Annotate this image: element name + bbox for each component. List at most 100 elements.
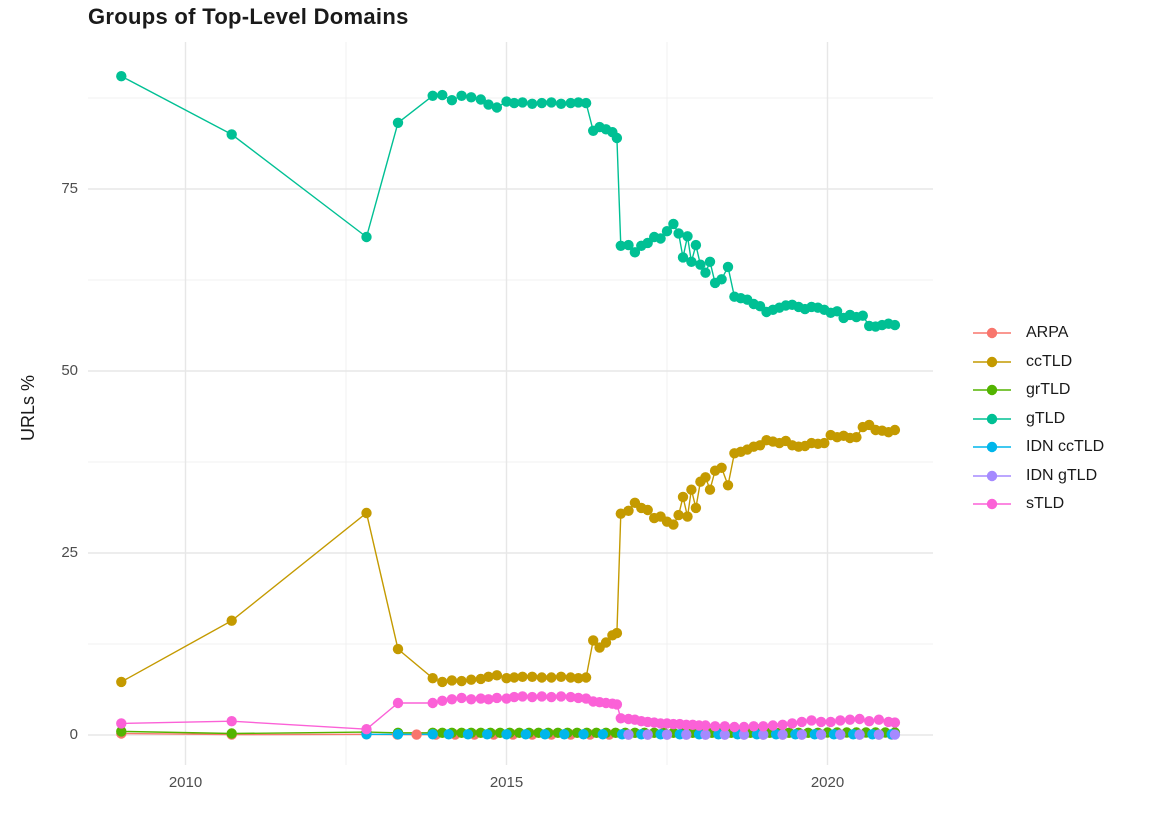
data-point	[722, 261, 734, 273]
data-point	[427, 697, 438, 709]
data-point	[361, 507, 372, 519]
data-point	[501, 729, 512, 740]
data-point	[573, 692, 584, 704]
data-point	[226, 716, 237, 727]
data-point	[427, 673, 438, 684]
data-point	[437, 89, 448, 101]
data-point	[527, 691, 538, 703]
data-point	[520, 729, 531, 740]
data-point	[456, 675, 467, 687]
data-point	[854, 729, 865, 740]
data-point	[681, 729, 692, 740]
data-point	[491, 692, 503, 704]
data-point	[690, 502, 702, 514]
data-point	[483, 99, 494, 110]
legend-key-point	[986, 356, 998, 367]
data-point	[767, 720, 779, 731]
data-point	[623, 239, 634, 251]
data-point	[527, 671, 538, 682]
legend-item-label: IDN ccTLD	[1026, 438, 1105, 456]
data-point	[580, 672, 592, 683]
data-point	[682, 231, 693, 242]
data-point	[686, 256, 697, 267]
data-point	[427, 729, 438, 740]
x-tick-label: 2010	[168, 774, 203, 791]
data-point	[501, 673, 512, 684]
data-point	[482, 729, 493, 740]
data-point	[226, 129, 237, 140]
legend-item-gtld: gTLD	[972, 405, 1104, 434]
legend-key-point	[986, 385, 998, 396]
data-point	[116, 718, 127, 729]
legend-key-icon	[973, 328, 1011, 339]
data-point	[668, 519, 679, 530]
data-point	[392, 697, 404, 709]
data-point	[796, 716, 807, 728]
data-point	[491, 102, 503, 113]
legend-item-arpa: ARPA	[972, 319, 1104, 348]
data-point	[695, 259, 706, 270]
data-point	[844, 714, 856, 725]
legend-key-icon	[973, 356, 1011, 367]
data-point	[677, 252, 689, 263]
data-point	[700, 720, 711, 731]
data-point	[116, 676, 127, 688]
data-point	[517, 97, 528, 108]
legend-key-point	[986, 328, 998, 339]
data-point	[536, 691, 547, 702]
data-point	[796, 729, 807, 740]
data-point	[536, 97, 547, 109]
data-point	[777, 729, 788, 740]
data-point	[517, 691, 528, 702]
data-point	[873, 729, 885, 740]
chart-title: Groups of Top-Level Domains	[88, 4, 409, 29]
data-point	[565, 97, 576, 109]
legend-key-icon	[973, 499, 1011, 510]
data-point	[719, 729, 730, 740]
data-point	[831, 306, 843, 317]
data-point	[864, 716, 875, 727]
data-point	[615, 240, 626, 251]
data-point	[787, 718, 798, 729]
legend-key-point	[986, 499, 998, 510]
data-point	[825, 716, 836, 728]
data-point	[527, 98, 538, 110]
data-point	[437, 676, 448, 688]
data-point	[483, 671, 494, 682]
legend-item-idn-gtld: IDN gTLD	[972, 462, 1104, 491]
data-point	[700, 729, 711, 740]
data-point	[392, 729, 404, 740]
data-point	[226, 728, 237, 739]
data-point	[673, 509, 684, 521]
data-point	[580, 97, 592, 109]
legend-key-point	[986, 442, 998, 453]
data-point	[509, 691, 520, 703]
data-point	[411, 729, 422, 740]
data-point	[889, 319, 901, 331]
legend-key-icon	[973, 442, 1011, 453]
legend-item-idn-cctld: IDN ccTLD	[972, 433, 1104, 462]
data-point	[501, 693, 512, 704]
data-point	[686, 484, 697, 495]
legend-item-label: gTLD	[1026, 409, 1066, 427]
data-point	[709, 721, 721, 732]
data-point	[815, 716, 827, 728]
data-point	[704, 256, 716, 267]
data-point	[546, 672, 557, 683]
data-point	[629, 247, 641, 258]
data-point	[555, 691, 567, 702]
data-point	[565, 672, 576, 683]
data-point	[437, 695, 448, 706]
data-point	[116, 726, 127, 737]
data-point	[873, 714, 885, 725]
data-point	[456, 90, 467, 102]
data-point	[226, 615, 237, 626]
data-point	[642, 504, 653, 516]
data-point	[611, 627, 623, 639]
series-line-gtld	[120, 75, 896, 328]
legend-item-label: ccTLD	[1026, 352, 1073, 370]
data-point	[889, 717, 901, 728]
data-point	[661, 729, 673, 740]
data-point	[456, 692, 467, 704]
